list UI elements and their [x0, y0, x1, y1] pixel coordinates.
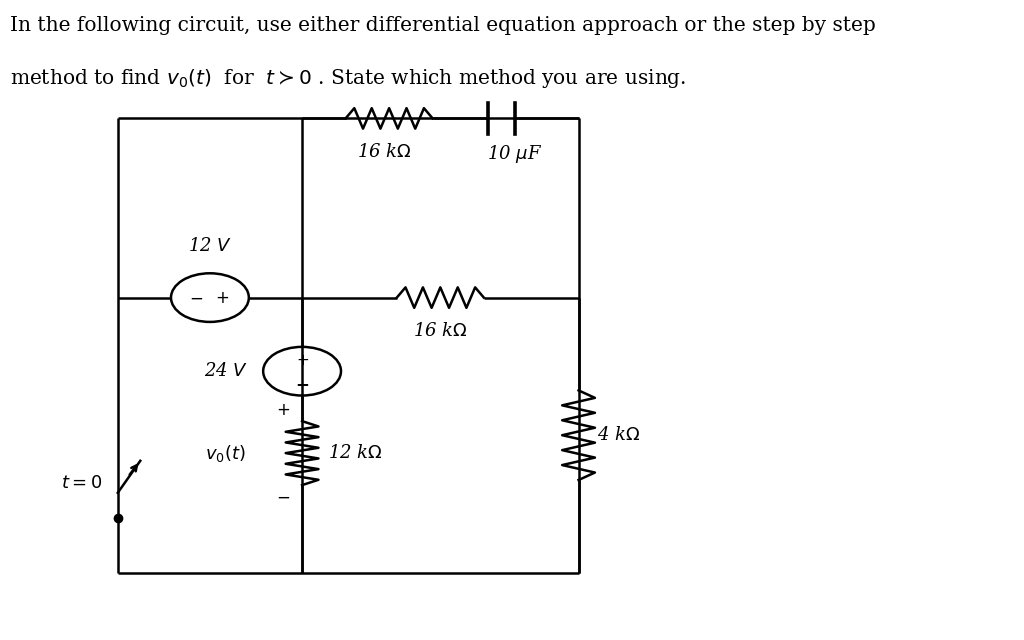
Text: 12 $V$: 12 $V$ — [188, 237, 231, 255]
Text: 16 k$\Omega$: 16 k$\Omega$ — [356, 143, 412, 161]
Text: $+$: $+$ — [296, 353, 308, 369]
Text: $-$: $-$ — [188, 289, 203, 307]
Text: $\mathbf{-}$: $\mathbf{-}$ — [295, 374, 309, 392]
Text: 12 k$\Omega$: 12 k$\Omega$ — [328, 444, 382, 462]
Text: $+$: $+$ — [215, 289, 229, 307]
Text: $+$: $+$ — [275, 401, 290, 419]
Text: 24 $V$: 24 $V$ — [204, 362, 248, 380]
Text: 10 $\mu$F: 10 $\mu$F — [486, 143, 542, 164]
Text: $-$: $-$ — [275, 488, 290, 506]
Text: In the following circuit, use either differential equation approach or the step : In the following circuit, use either dif… — [10, 16, 876, 35]
Text: $v_0(t)$: $v_0(t)$ — [205, 443, 246, 463]
Text: 16 k$\Omega$: 16 k$\Omega$ — [413, 322, 468, 340]
Text: $t = 0$: $t = 0$ — [61, 474, 102, 492]
Text: 4 k$\Omega$: 4 k$\Omega$ — [597, 426, 640, 444]
Text: method to find $v_0(t)$  for  $t \succ 0$ . State which method you are using.: method to find $v_0(t)$ for $t \succ 0$ … — [10, 67, 686, 90]
